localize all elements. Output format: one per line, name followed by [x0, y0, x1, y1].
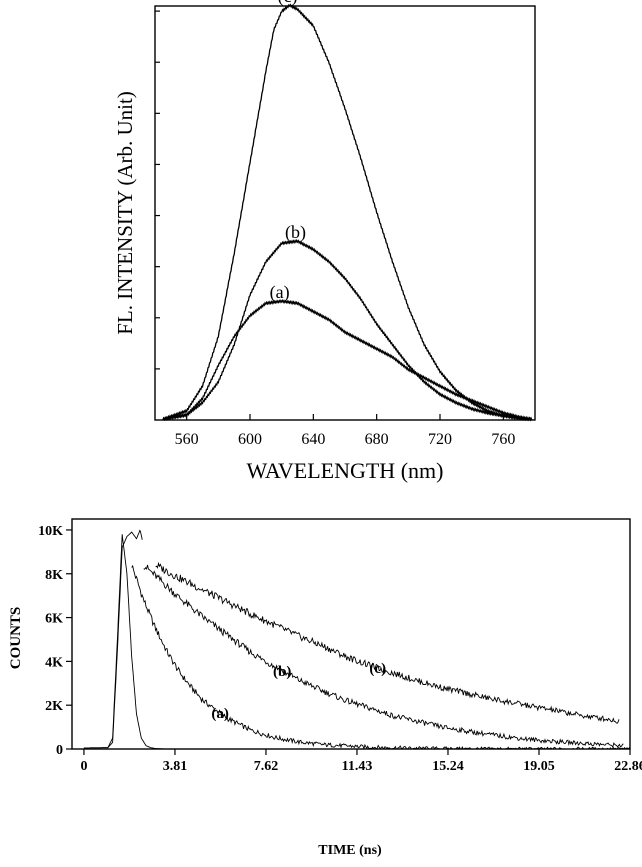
spectrum-x-tick-label: 680: [365, 431, 389, 448]
decay-series-line: [131, 564, 630, 751]
decay-x-tick-label: 7.62: [254, 759, 279, 774]
decay-series-label: (c): [369, 661, 386, 677]
decay-series: (a) (b) (c): [83, 529, 630, 751]
decay-series-label: (b): [273, 664, 291, 680]
spectrum-x-ticks: 560 600 640 680 720 760: [175, 414, 515, 448]
spectrum-plot-frame: [154, 5, 536, 421]
decay-x-tick-label: 11.43: [342, 759, 373, 774]
decay-y-tick-label: 8K: [45, 568, 63, 583]
spectrum-series-line: [162, 299, 533, 422]
decay-series-label: (a): [211, 706, 229, 722]
spectrum-y-ticks: [155, 10, 160, 370]
spectrum-x-tick-label: 560: [175, 431, 199, 448]
decay-y-tick-label: 2K: [45, 699, 63, 714]
spectrum-x-tick-label: 600: [238, 431, 262, 448]
decay-x-tick-label: 15.24: [432, 759, 464, 774]
spectrum-x-tick-label: 720: [428, 431, 452, 448]
decay-x-tick-label: 19.05: [523, 759, 555, 774]
spectrum-xlabel: WAVELENGTH (nm): [247, 458, 444, 483]
decay-x-ticks: 0 3.81 7.62 11.43 15.24 19.05 22.86: [80, 749, 642, 774]
decay-y-tick-label: 0: [56, 743, 63, 758]
spectrum-ylabel: FL. INTENSITY (Arb. Unit): [113, 91, 137, 335]
decay-ylabel: COUNTS: [8, 607, 24, 670]
decay-series-line: [83, 534, 624, 750]
spectrum-series: (a) (b) (c): [162, 0, 533, 422]
spectrum-series-line: [162, 3, 533, 422]
spectrum-series-line: [162, 238, 533, 422]
spectrum-series-label: (c): [278, 0, 298, 7]
decay-series-line: [83, 529, 143, 749]
decay-y-tick-label: 10K: [38, 524, 63, 539]
spectrum-chart: 560 600 640 680 720 760 (a) (b) (c) WAVELENGTH …: [113, 0, 536, 483]
decay-x-tick-label: 0: [80, 759, 87, 774]
decay-x-tick-label: 3.81: [163, 759, 188, 774]
decay-series-line: [143, 564, 624, 749]
decay-chart: 0 2K 4K 6K 8K 10K 0 3.81 7.62 11.43 15.24 19.05 22.…: [8, 518, 642, 858]
decay-x-tick-label: 22.86: [614, 759, 642, 774]
decay-plot-frame: [71, 518, 631, 750]
decay-y-ticks: 0 2K 4K 6K 8K 10K: [38, 524, 72, 758]
decay-series-line: [155, 561, 620, 724]
spectrum-series-label: (b): [285, 222, 306, 243]
spectrum-series-label: (a): [270, 282, 290, 303]
decay-y-tick-label: 6K: [45, 612, 63, 627]
decay-y-tick-label: 4K: [45, 655, 63, 670]
spectrum-x-tick-label: 760: [491, 431, 515, 448]
decay-xlabel: TIME (ns): [318, 843, 382, 858]
spectrum-x-tick-label: 640: [301, 431, 325, 448]
